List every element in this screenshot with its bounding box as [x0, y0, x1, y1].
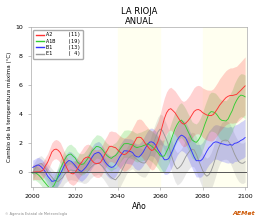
Y-axis label: Cambio de la temperatura máxima (°C): Cambio de la temperatura máxima (°C) [7, 52, 12, 162]
Text: AEMet: AEMet [232, 211, 255, 216]
Bar [118, 27, 160, 187]
Legend: A2     (11), A1B    (19), B1     (13), E1     ( 4): A2 (11), A1B (19), B1 (13), E1 ( 4) [33, 30, 83, 59]
Text: © Agencia Estatal de Meteorología: © Agencia Estatal de Meteorología [5, 212, 67, 216]
Title: LA RIOJA
ANUAL: LA RIOJA ANUAL [121, 7, 157, 26]
Bar [203, 27, 247, 187]
X-axis label: Año: Año [132, 202, 146, 211]
